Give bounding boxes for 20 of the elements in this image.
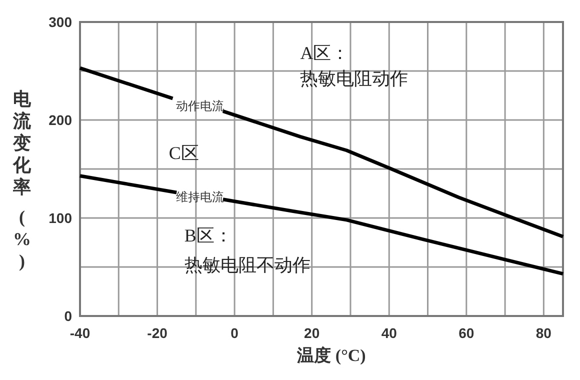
y-tick-label: 300: [48, 14, 72, 30]
y-tick-label: 100: [48, 210, 72, 226]
y-tick-label: 200: [48, 112, 72, 128]
x-axis-title: 温度 (°C): [296, 346, 366, 365]
y-axis-title: 电流变化率 (%): [12, 89, 32, 271]
annotation: 热敏电阻动作: [300, 68, 408, 89]
x-tick-label: 60: [458, 325, 474, 341]
x-tick-label: 0: [230, 325, 239, 341]
annotation: C区: [168, 143, 199, 164]
x-tick-label: 20: [304, 325, 320, 341]
x-tick-label: -40: [70, 325, 90, 341]
annotation: B区：: [184, 226, 232, 246]
x-tick-label: 80: [536, 325, 552, 341]
x-tick-label: -20: [147, 325, 168, 341]
series-label: 维持电流: [176, 190, 224, 204]
series-label: 动作电流: [176, 98, 224, 113]
x-tick-label: 40: [381, 325, 398, 341]
annotation: 热敏电阻不动作: [184, 254, 310, 275]
annotation: A区：: [300, 43, 350, 64]
y-tick-label: 0: [64, 308, 72, 324]
